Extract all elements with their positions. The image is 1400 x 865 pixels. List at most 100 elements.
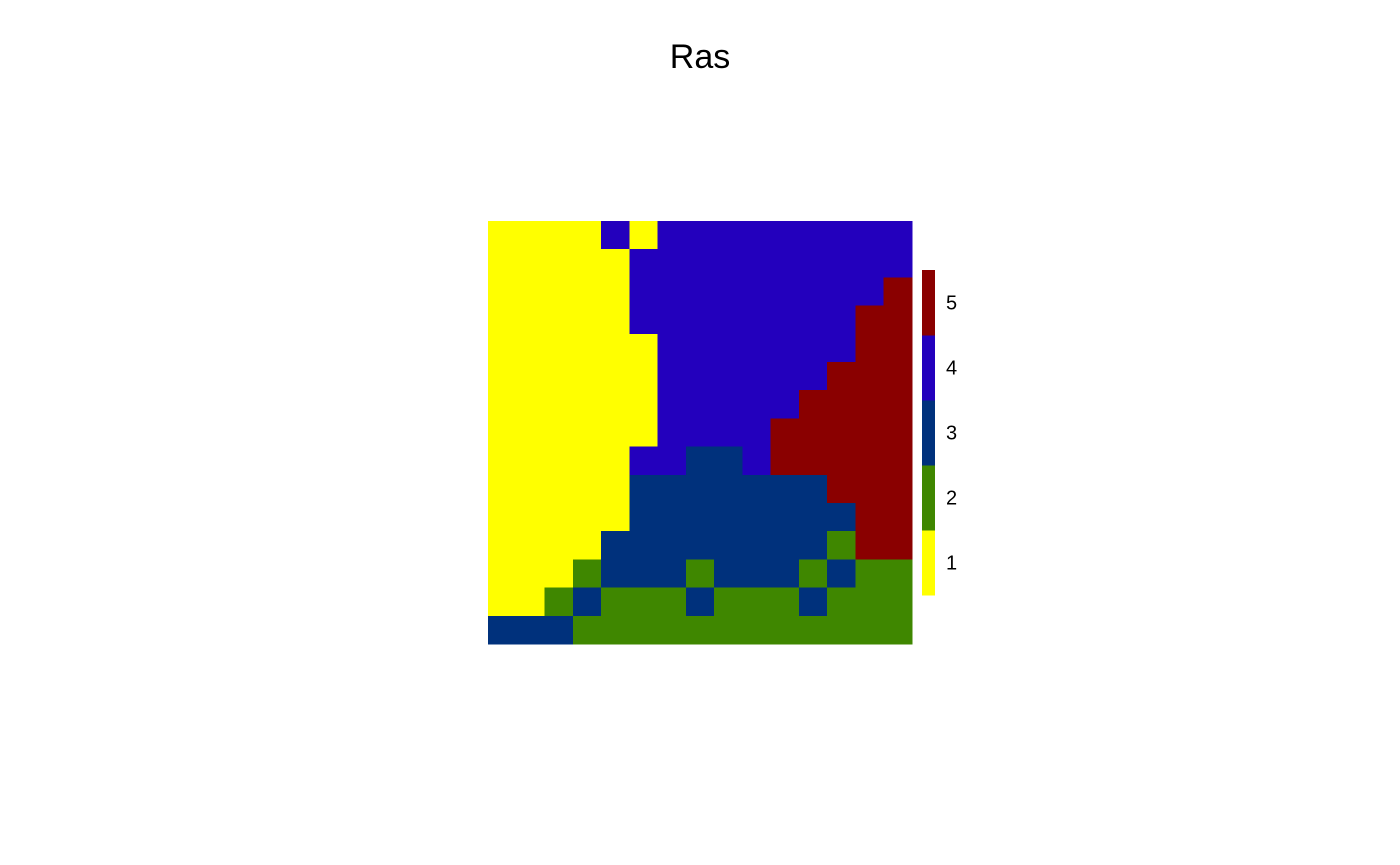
raster-cell xyxy=(572,277,602,307)
raster-cell xyxy=(883,418,913,448)
raster-cell xyxy=(488,559,517,589)
raster-cell xyxy=(629,446,659,476)
raster-cell xyxy=(798,615,828,645)
raster-cell xyxy=(657,531,687,560)
raster-cell xyxy=(883,503,913,532)
raster-cell xyxy=(516,474,546,504)
raster-cell xyxy=(827,277,857,307)
raster-cell xyxy=(516,249,546,278)
raster-cell xyxy=(629,531,659,560)
raster-cell xyxy=(488,531,517,560)
raster-cell xyxy=(488,221,517,250)
legend-swatch-5 xyxy=(922,270,935,336)
raster-cell xyxy=(516,531,546,560)
raster-cell xyxy=(770,362,800,391)
raster-cell xyxy=(516,615,546,645)
raster-cell xyxy=(657,474,687,504)
raster-cell xyxy=(544,503,574,532)
raster-cell xyxy=(544,277,574,307)
raster-cell xyxy=(798,221,828,250)
raster-cell xyxy=(572,587,602,617)
raster-cell xyxy=(855,362,885,391)
raster-cell xyxy=(601,277,630,307)
raster-cell xyxy=(685,221,715,250)
raster-cell xyxy=(657,559,687,589)
raster-cell xyxy=(488,305,517,335)
raster-cell xyxy=(798,390,828,419)
raster-cell xyxy=(572,559,602,589)
raster-cell xyxy=(657,249,687,278)
raster-cell xyxy=(770,446,800,476)
raster-cell xyxy=(572,221,602,250)
raster-cell xyxy=(798,305,828,335)
raster-cell xyxy=(742,333,772,363)
color-legend: 1 2 3 4 5 xyxy=(922,270,957,596)
raster-cell xyxy=(798,587,828,617)
raster-cell xyxy=(714,305,743,335)
raster-cell xyxy=(855,249,885,278)
raster-cell xyxy=(714,559,743,589)
raster-cell xyxy=(544,615,574,645)
raster-cell xyxy=(488,446,517,476)
raster-cell xyxy=(770,559,800,589)
raster-cell xyxy=(488,390,517,419)
raster-cell xyxy=(629,305,659,335)
raster-cell xyxy=(798,474,828,504)
legend-label-2: 2 xyxy=(946,488,957,510)
raster-cell xyxy=(714,418,743,448)
raster-cell xyxy=(572,362,602,391)
raster-cell xyxy=(714,249,743,278)
raster-cell xyxy=(657,221,687,250)
raster-cell xyxy=(488,362,517,391)
raster-cell xyxy=(827,587,857,617)
raster-cell xyxy=(601,559,630,589)
raster-cell xyxy=(657,615,687,645)
raster-cell xyxy=(685,559,715,589)
raster-cell xyxy=(770,221,800,250)
raster-cell xyxy=(601,333,630,363)
raster-cell xyxy=(883,362,913,391)
raster-cell xyxy=(714,362,743,391)
chart-title: Ras xyxy=(669,38,731,76)
raster-cell xyxy=(685,362,715,391)
raster-cell xyxy=(601,474,630,504)
raster-cell xyxy=(770,305,800,335)
raster-cell xyxy=(714,333,743,363)
raster-cell xyxy=(516,362,546,391)
raster-cell xyxy=(629,333,659,363)
raster-cell xyxy=(770,418,800,448)
raster-cell xyxy=(544,305,574,335)
raster-cell xyxy=(883,221,913,250)
raster-cell xyxy=(488,615,517,645)
raster-cell xyxy=(827,503,857,532)
legend-swatch-4 xyxy=(922,335,935,401)
raster-cell xyxy=(742,474,772,504)
raster-cell xyxy=(657,503,687,532)
raster-cell xyxy=(516,305,546,335)
raster-cell xyxy=(855,277,885,307)
raster-cell xyxy=(544,221,574,250)
raster-cell xyxy=(572,333,602,363)
raster-cell xyxy=(742,587,772,617)
raster-cell xyxy=(827,249,857,278)
raster-cell xyxy=(770,277,800,307)
raster-cell xyxy=(629,362,659,391)
raster-cell xyxy=(516,559,546,589)
raster-cell xyxy=(601,249,630,278)
raster-cell xyxy=(883,249,913,278)
raster-cell xyxy=(488,418,517,448)
raster-cell xyxy=(827,446,857,476)
raster-cell xyxy=(827,418,857,448)
raster-cell xyxy=(601,587,630,617)
raster-cell xyxy=(685,531,715,560)
raster-cell xyxy=(572,446,602,476)
raster-cell xyxy=(488,587,517,617)
raster-cell xyxy=(544,418,574,448)
raster-cell xyxy=(714,587,743,617)
raster-cell xyxy=(855,221,885,250)
raster-cell xyxy=(714,446,743,476)
raster-cell xyxy=(798,503,828,532)
raster-cell xyxy=(883,277,913,307)
legend-swatch-2 xyxy=(922,465,935,531)
raster-cell xyxy=(685,418,715,448)
